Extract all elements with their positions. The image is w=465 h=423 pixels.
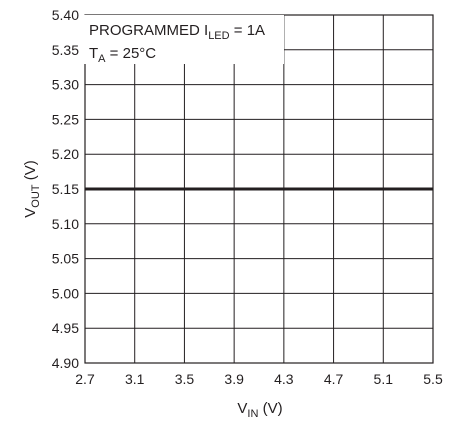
y-tick-label: 5.15: [52, 181, 79, 197]
annotation-background: [84, 15, 284, 64]
x-tick-label: 2.7: [75, 371, 95, 387]
x-tick-labels: 2.7 3.1 3.5 3.9 4.3 4.7 5.1 5.5: [75, 371, 443, 387]
y-tick-labels: 4.90 4.95 5.00 5.05 5.10 5.15 5.20 5.25 5.30 5.35…: [52, 7, 79, 371]
y-tick-label: 5.40: [52, 7, 79, 23]
x-tick-label: 5.5: [423, 371, 443, 387]
y-tick-label: 4.95: [52, 320, 79, 336]
y-tick-label: 5.10: [52, 216, 79, 232]
x-tick-label: 4.7: [324, 371, 344, 387]
y-tick-label: 5.20: [52, 146, 79, 162]
y-tick-label: 5.05: [52, 251, 79, 267]
y-tick-label: 4.90: [52, 355, 79, 371]
y-tick-label: 5.25: [52, 111, 79, 127]
annotation-line-1: PROGRAMMED ILED = 1A: [89, 22, 265, 42]
x-tick-label: 3.1: [125, 371, 145, 387]
y-tick-label: 5.30: [52, 77, 79, 93]
x-axis-title: VIN (V): [237, 400, 282, 420]
y-tick-label: 5.00: [52, 285, 79, 301]
x-tick-label: 4.3: [274, 371, 294, 387]
y-axis-title: VOUT (V): [22, 160, 42, 217]
x-tick-label: 3.5: [175, 371, 195, 387]
annotation-line-2: TA = 25°C: [89, 45, 156, 65]
y-tick-label: 5.35: [52, 42, 79, 58]
x-tick-label: 5.1: [374, 371, 394, 387]
x-tick-label: 3.9: [224, 371, 244, 387]
